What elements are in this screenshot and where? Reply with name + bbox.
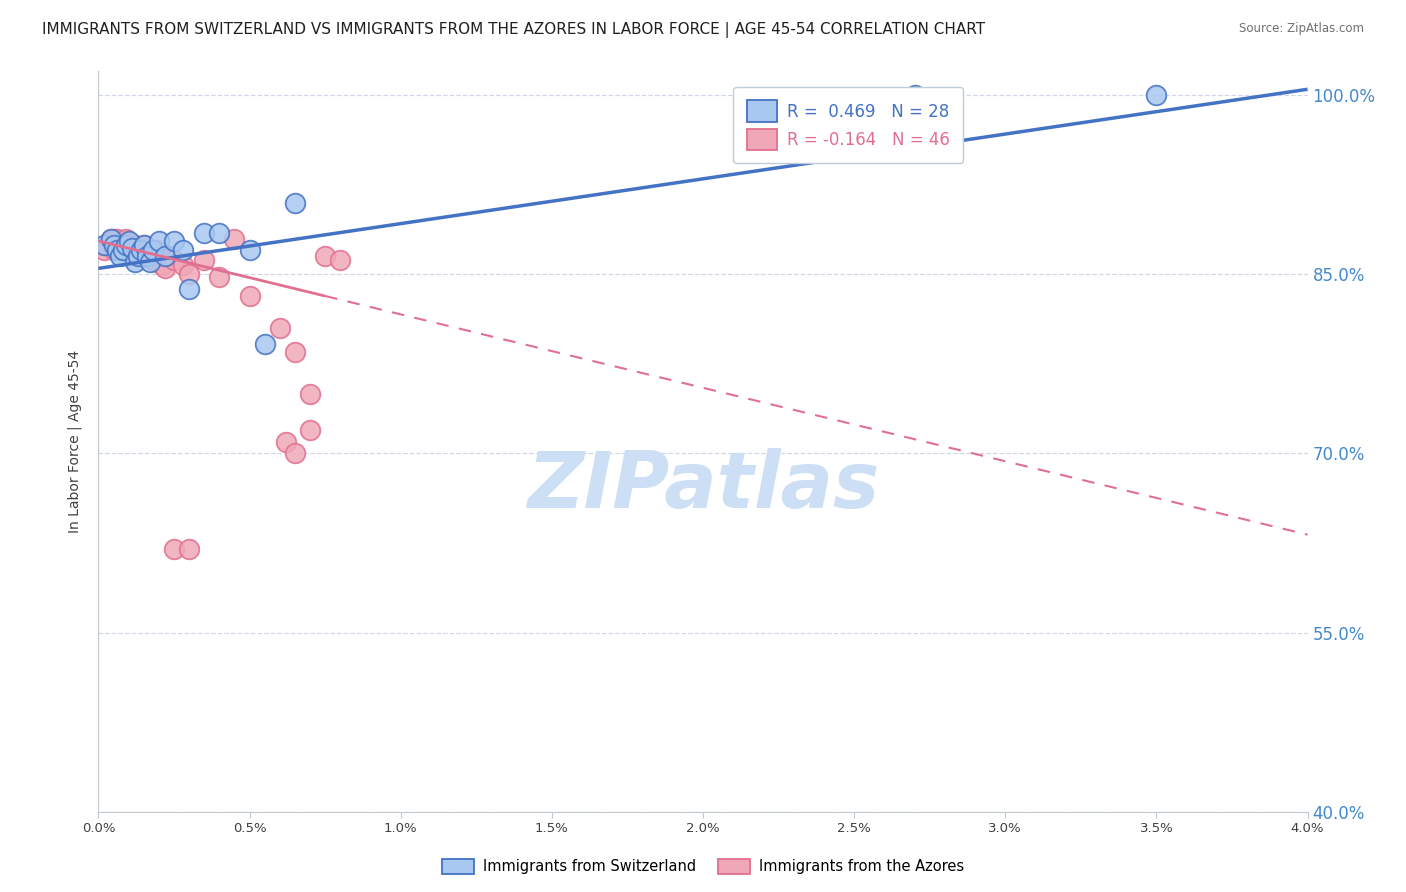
- Point: [135, 250, 157, 264]
- Point: [105, 231, 128, 245]
- Point: [329, 253, 352, 268]
- Point: [269, 321, 291, 335]
- Point: [153, 250, 176, 264]
- Point: [299, 386, 322, 401]
- Point: [132, 237, 155, 252]
- Point: [239, 289, 262, 303]
- Legend: R =  0.469   N = 28, R = -0.164   N = 46: R = 0.469 N = 28, R = -0.164 N = 46: [734, 87, 963, 163]
- Point: [274, 434, 297, 449]
- Legend: Immigrants from Switzerland, Immigrants from the Azores: Immigrants from Switzerland, Immigrants …: [436, 853, 970, 880]
- Point: [111, 244, 134, 258]
- Point: [124, 244, 146, 258]
- Point: [156, 250, 179, 264]
- Point: [105, 244, 128, 258]
- Point: [114, 237, 136, 252]
- Text: IMMIGRANTS FROM SWITZERLAND VS IMMIGRANTS FROM THE AZORES IN LABOR FORCE | AGE 4: IMMIGRANTS FROM SWITZERLAND VS IMMIGRANT…: [42, 22, 986, 38]
- Point: [148, 234, 170, 248]
- Point: [132, 237, 155, 252]
- Point: [93, 244, 115, 258]
- Point: [253, 336, 276, 351]
- Point: [142, 253, 165, 268]
- Point: [121, 241, 143, 255]
- Point: [96, 237, 118, 252]
- Point: [193, 226, 215, 240]
- Point: [103, 244, 125, 258]
- Point: [239, 244, 262, 258]
- Point: [129, 244, 152, 258]
- Point: [135, 250, 157, 264]
- Point: [172, 258, 194, 272]
- Point: [172, 244, 194, 258]
- Point: [284, 345, 307, 359]
- Point: [132, 244, 155, 258]
- Point: [118, 244, 141, 258]
- Point: [193, 253, 215, 268]
- Point: [118, 236, 141, 251]
- Point: [118, 234, 141, 248]
- Point: [904, 88, 927, 103]
- Point: [179, 541, 201, 556]
- Point: [121, 241, 143, 255]
- Point: [150, 258, 173, 272]
- Point: [111, 237, 134, 252]
- Point: [103, 231, 125, 245]
- Point: [100, 231, 122, 245]
- Point: [179, 282, 201, 296]
- Point: [114, 234, 136, 248]
- Point: [1146, 88, 1168, 103]
- Point: [163, 253, 186, 268]
- Point: [105, 237, 128, 252]
- Point: [100, 231, 122, 245]
- Point: [108, 237, 131, 252]
- Point: [179, 268, 201, 282]
- Point: [127, 244, 149, 258]
- Y-axis label: In Labor Force | Age 45-54: In Labor Force | Age 45-54: [67, 350, 83, 533]
- Point: [124, 255, 146, 269]
- Point: [299, 423, 322, 437]
- Point: [153, 261, 176, 276]
- Point: [108, 250, 131, 264]
- Point: [163, 234, 186, 248]
- Point: [208, 226, 231, 240]
- Point: [284, 446, 307, 460]
- Point: [93, 237, 115, 252]
- Text: Source: ZipAtlas.com: Source: ZipAtlas.com: [1239, 22, 1364, 36]
- Point: [314, 250, 336, 264]
- Point: [208, 269, 231, 284]
- Point: [129, 250, 152, 264]
- Point: [145, 244, 167, 258]
- Point: [284, 195, 307, 210]
- Point: [139, 255, 162, 269]
- Point: [163, 541, 186, 556]
- Point: [148, 250, 170, 264]
- Point: [139, 245, 162, 260]
- Point: [224, 231, 246, 245]
- Point: [114, 231, 136, 245]
- Point: [127, 250, 149, 264]
- Point: [142, 244, 165, 258]
- Text: ZIPatlas: ZIPatlas: [527, 448, 879, 524]
- Point: [124, 237, 146, 252]
- Point: [103, 237, 125, 252]
- Point: [111, 244, 134, 258]
